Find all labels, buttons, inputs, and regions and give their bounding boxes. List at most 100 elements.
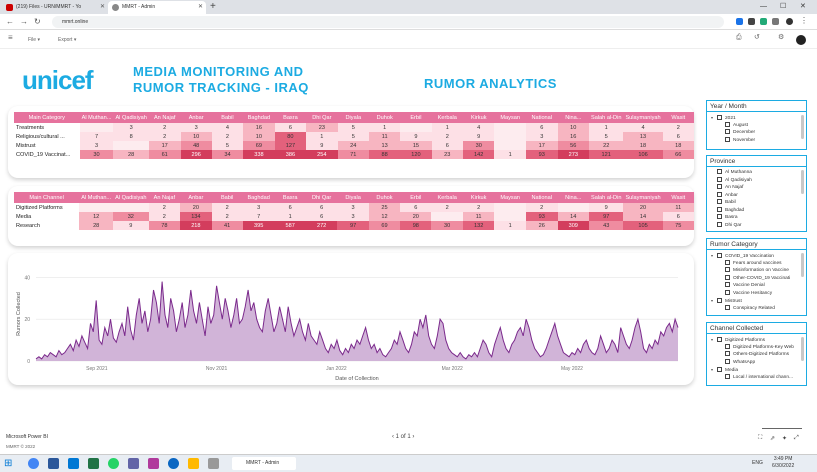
expand-caret-icon[interactable]: ▾ <box>711 115 714 120</box>
matrix-cell[interactable]: 6 <box>525 123 558 132</box>
slicer-item[interactable]: Fears around vaccines <box>707 259 806 268</box>
column-header[interactable]: Al Muthan... <box>79 192 114 203</box>
matrix-cell[interactable]: 20 <box>623 203 663 212</box>
slicer-item[interactable]: Al Qadisiyah <box>707 176 806 185</box>
fullscreen-icon[interactable]: ⤢ <box>794 435 799 441</box>
teams-icon[interactable] <box>128 458 139 469</box>
matrix-cell[interactable]: 93 <box>525 150 558 159</box>
column-header[interactable]: Babil <box>211 192 243 203</box>
puzzle-icon[interactable] <box>772 18 779 25</box>
checkbox[interactable] <box>717 221 722 227</box>
matrix-cell[interactable]: 3 <box>242 203 275 212</box>
reset-icon[interactable]: ↺ <box>754 34 760 41</box>
matrix-cell[interactable]: 30 <box>431 221 463 230</box>
matrix-cell[interactable]: 56 <box>557 141 589 150</box>
matrix-cell[interactable]: 6 <box>662 212 694 221</box>
column-header[interactable]: National <box>525 112 558 123</box>
print-icon[interactable]: ⎙ <box>736 34 742 41</box>
slicer-item[interactable]: Vaccine Hesitancy <box>707 289 806 298</box>
matrix-cell[interactable]: 97 <box>588 212 624 221</box>
hamburger-menu-icon[interactable]: ≡ <box>8 33 13 42</box>
back-arrow-icon[interactable]: ← <box>6 17 14 26</box>
matrix-cell[interactable]: 11 <box>368 132 401 141</box>
matrix-cell[interactable]: 1 <box>306 132 338 141</box>
twitter-icon[interactable]: ✦ <box>782 436 788 442</box>
column-header[interactable]: National <box>525 192 558 203</box>
checkbox[interactable] <box>717 169 722 175</box>
matrix-cell[interactable]: 4 <box>211 123 244 132</box>
checkbox[interactable] <box>717 367 722 373</box>
matrix-cell[interactable]: 9 <box>463 132 495 141</box>
column-header[interactable]: Basra <box>274 192 306 203</box>
column-header[interactable]: Al Qadisiyah <box>113 112 149 123</box>
column-header[interactable]: Salah al-Din <box>588 112 624 123</box>
matrix-cell[interactable]: 41 <box>211 221 243 230</box>
matrix-cell[interactable]: 69 <box>368 221 401 230</box>
matrix-cell[interactable]: 18 <box>623 141 663 150</box>
slicer-item[interactable]: Anbar <box>707 191 806 200</box>
matrix-cell[interactable]: 18 <box>662 141 694 150</box>
menu-dots-icon[interactable]: ⋮ <box>800 16 808 25</box>
checkbox[interactable] <box>725 129 730 135</box>
column-header[interactable]: Sulaymaniyah <box>623 192 663 203</box>
matrix-cell[interactable]: 9 <box>400 132 432 141</box>
matrix-cell[interactable] <box>494 132 526 141</box>
prev-page-icon[interactable]: ‹ <box>392 434 394 440</box>
matrix-cell[interactable]: 32 <box>113 212 149 221</box>
app-icon[interactable] <box>48 458 59 469</box>
reload-icon[interactable]: ↻ <box>34 17 41 26</box>
column-header[interactable]: Baghdad <box>242 192 275 203</box>
column-header[interactable]: Wasit <box>662 112 694 123</box>
matrix-cell[interactable]: 20 <box>400 212 432 221</box>
next-page-icon[interactable]: › <box>412 434 415 440</box>
matrix-cell[interactable] <box>79 203 114 212</box>
matrix-cell[interactable] <box>400 123 432 132</box>
system-clock[interactable]: 3:49 PM 6/30/2022 <box>772 456 794 470</box>
column-header[interactable]: Sulaymaniyah <box>623 112 663 123</box>
matrix-cell[interactable] <box>431 212 463 221</box>
expand-caret-icon[interactable]: ▾ <box>711 337 714 342</box>
slicer-item[interactable]: ▾ Mistrust <box>707 297 806 305</box>
share-icon[interactable]: ⇗ <box>770 436 776 442</box>
edge-icon[interactable] <box>168 458 179 469</box>
slicer-item[interactable]: August <box>707 121 806 130</box>
matrix-cell[interactable]: 6 <box>274 123 307 132</box>
column-header[interactable]: Nina... <box>557 112 589 123</box>
extension-icon[interactable] <box>760 18 767 25</box>
column-header[interactable]: Baghdad <box>243 112 275 123</box>
matrix-cell[interactable]: 15 <box>400 141 432 150</box>
checkbox[interactable] <box>725 274 730 280</box>
checkbox[interactable] <box>725 282 730 288</box>
matrix-cell[interactable]: 9 <box>113 221 149 230</box>
matrix-cell[interactable]: 43 <box>588 221 624 230</box>
page-navigator[interactable]: ‹ 1 of 1 › <box>392 434 414 440</box>
matrix-cell[interactable]: 17 <box>525 141 558 150</box>
matrix-cell[interactable]: 80 <box>274 132 307 141</box>
matrix-cell[interactable]: 23 <box>306 123 338 132</box>
column-header[interactable]: Dhi Qar <box>305 192 338 203</box>
matrix-cell[interactable]: 11 <box>462 212 495 221</box>
taskbar-window-mmrt[interactable]: MMRT - Admin <box>232 457 296 470</box>
checkbox[interactable] <box>717 214 722 220</box>
checkbox[interactable] <box>725 304 730 310</box>
matrix-cell[interactable]: 7 <box>242 212 275 221</box>
column-header[interactable]: Kirkuk <box>463 112 495 123</box>
slicer-item[interactable]: Babil <box>707 199 806 207</box>
matrix-cell[interactable] <box>494 123 526 132</box>
matrix-cell[interactable]: 28 <box>79 221 114 230</box>
slicer-item[interactable]: Dhi Qar <box>707 221 806 230</box>
matrix-cell[interactable]: 218 <box>180 221 212 230</box>
slicer-scrollbar[interactable] <box>801 253 804 277</box>
matrix-cell[interactable]: 1 <box>494 221 526 230</box>
checkbox[interactable] <box>717 176 722 182</box>
matrix-cell[interactable]: 6 <box>400 203 432 212</box>
matrix-cell[interactable]: 23 <box>431 150 464 159</box>
matrix-cell[interactable]: 12 <box>368 212 401 221</box>
matrix-cell[interactable]: 273 <box>557 150 589 159</box>
checkbox[interactable] <box>725 289 730 295</box>
column-header[interactable]: Al Qadisiyah <box>113 192 149 203</box>
matrix-cell[interactable]: 14 <box>623 212 663 221</box>
column-header[interactable]: Kerbala <box>431 112 464 123</box>
expand-caret-icon[interactable]: ▾ <box>711 253 714 258</box>
matrix-cell[interactable]: 10 <box>180 132 212 141</box>
